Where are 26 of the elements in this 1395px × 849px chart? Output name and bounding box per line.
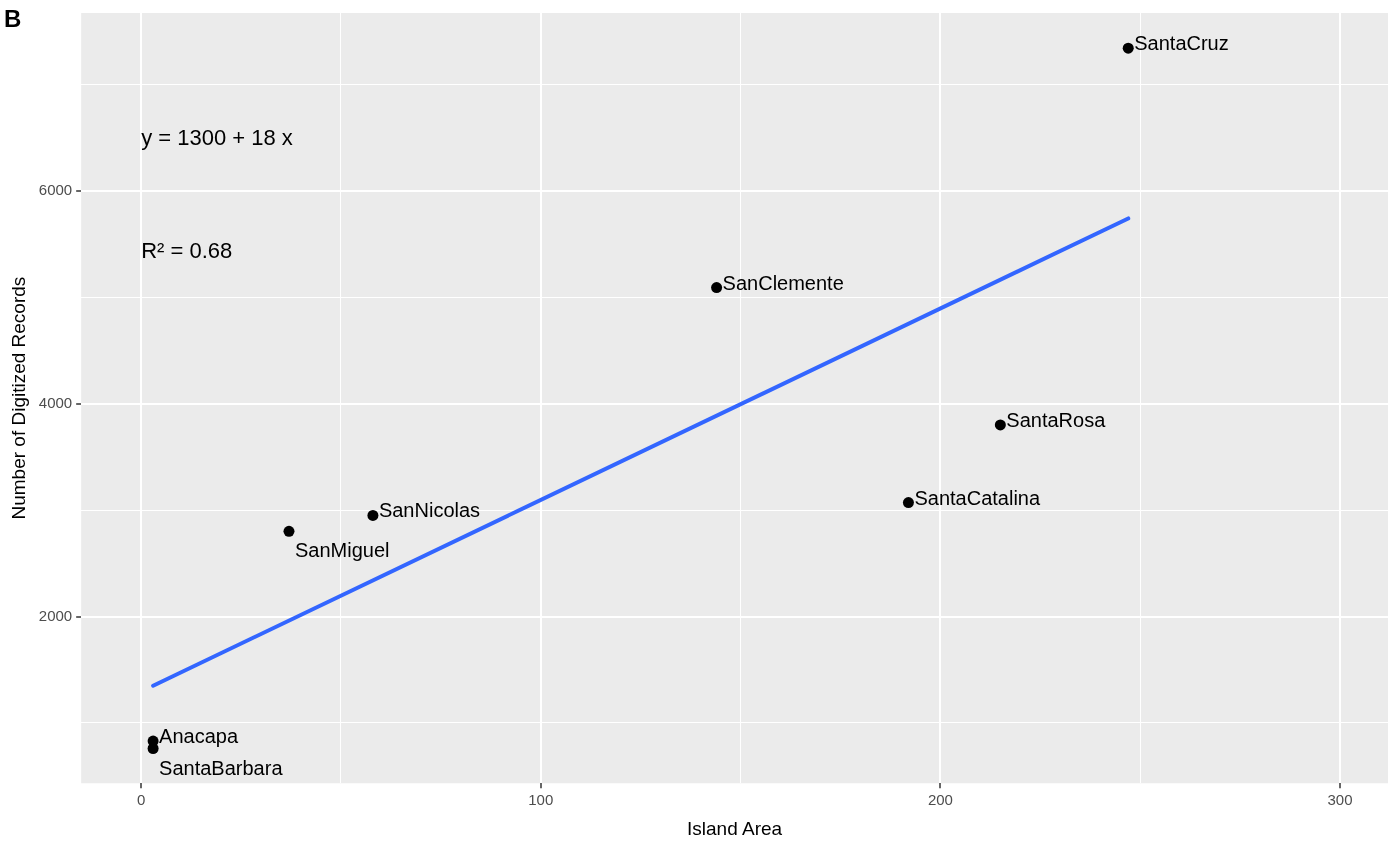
y-tick-label: 6000 — [38, 180, 73, 198]
chart-title: B — [4, 5, 22, 33]
x-tick-label: 300 — [1327, 791, 1353, 809]
point — [902, 497, 914, 509]
point — [1122, 42, 1134, 54]
x-tick-label: 0 — [136, 791, 146, 809]
series-label: SanClemente — [722, 271, 844, 294]
series-label: Anacapa — [159, 725, 239, 748]
annotation: R² = 0.68 — [141, 238, 233, 263]
point — [994, 419, 1006, 431]
series-label: SanMiguel — [294, 539, 390, 562]
point — [367, 509, 379, 521]
y-tick-label: 4000 — [38, 393, 73, 411]
x-tick-label: 100 — [528, 791, 554, 809]
series-label: SantaCruz — [1134, 32, 1229, 55]
point — [711, 282, 723, 294]
annotation: y = 1300 + 18 x — [141, 125, 293, 150]
point — [283, 525, 295, 537]
y-axis-title: Number of Digitized Records — [7, 276, 29, 520]
series-label: SantaCatalina — [914, 486, 1041, 509]
series-label: SantaRosa — [1006, 408, 1107, 431]
series-label: SanNicolas — [378, 499, 481, 522]
x-tick-label: 200 — [927, 791, 953, 809]
y-tick-label: 2000 — [38, 606, 73, 624]
series-label: SantaBarbara — [159, 756, 284, 779]
x-axis-title: Island Area — [687, 817, 783, 839]
